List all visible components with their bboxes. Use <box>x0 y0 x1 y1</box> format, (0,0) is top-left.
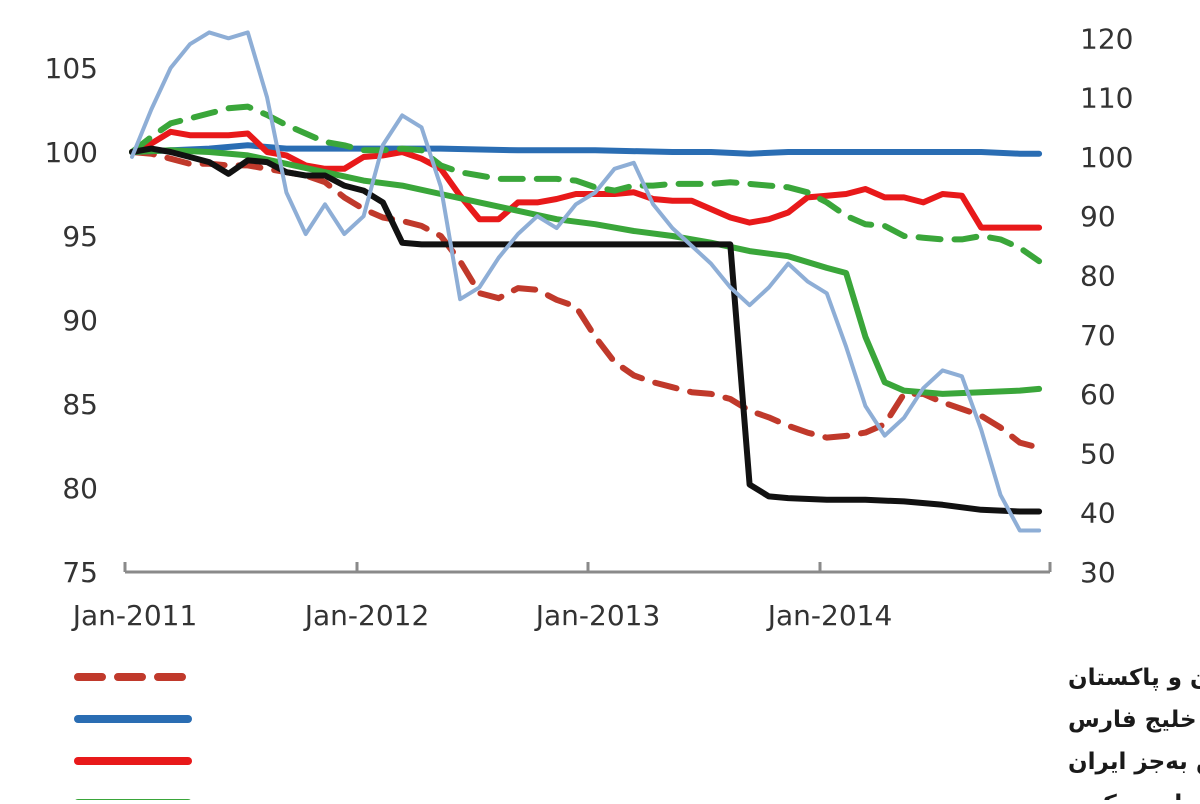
series-layer <box>129 30 1043 533</box>
y-left-tick-label: 100 <box>45 136 98 169</box>
y-left-tick-label: 90 <box>62 304 98 337</box>
x-tick-label: Jan-2012 <box>303 599 430 632</box>
y-right-tick-label: 40 <box>1080 497 1116 530</box>
series-line-4 <box>129 103 1043 265</box>
y-left-tick-label: 110 <box>45 0 98 1</box>
x-tick-label: Jan-2013 <box>534 599 661 632</box>
legend: کشورهای واردکننده نفت خاورمیانه، شمال آف… <box>74 662 1200 804</box>
series-line-6 <box>130 30 1042 533</box>
y-right-tick-label: 30 <box>1080 556 1116 589</box>
legend-label: شورای همکاری خلیج فارس <box>1068 707 1200 733</box>
series-line-5 <box>129 145 1043 515</box>
series-line-1 <box>129 142 1043 157</box>
y-left-tick-label: 105 <box>45 52 98 85</box>
y-right-tick-label: 60 <box>1080 378 1116 411</box>
y-right-tick-label: 70 <box>1080 319 1116 352</box>
axes: Jan-2011 Jan-2012 Jan-2013 Jan-2014 75 80 85 90… <box>45 0 1134 632</box>
series-line-2 <box>129 128 1043 231</box>
y-left-tick-label: 85 <box>62 388 98 421</box>
legend-label: کشورهای واردکننده نفت خاورمیانه، شمال آف… <box>1068 662 1200 691</box>
y-right-tick-label: 120 <box>1080 22 1133 55</box>
y-right-tick-label: 80 <box>1080 260 1116 293</box>
legend-label: کشورهای صادرکننده نفت آسیای مرکزی <box>1068 788 1200 800</box>
x-tick-label: Jan-2014 <box>766 599 893 632</box>
y-right-tick-label: 100 <box>1080 141 1133 174</box>
y-left-tick-label: 95 <box>62 220 98 253</box>
y-right-tick-label: 110 <box>1080 82 1133 115</box>
y-left-tick-label: 80 <box>62 472 98 505</box>
x-tick-label: Jan-2011 <box>71 599 198 632</box>
y-left-tick-label: 75 <box>62 556 98 589</box>
y-right-tick-label: 90 <box>1080 200 1116 233</box>
legend-label: کشورهای غیرعضو شورای همکاری خلیج فارس به… <box>1068 749 1200 775</box>
series-line-3 <box>129 147 1043 397</box>
y-right-tick-label: 50 <box>1080 437 1116 470</box>
